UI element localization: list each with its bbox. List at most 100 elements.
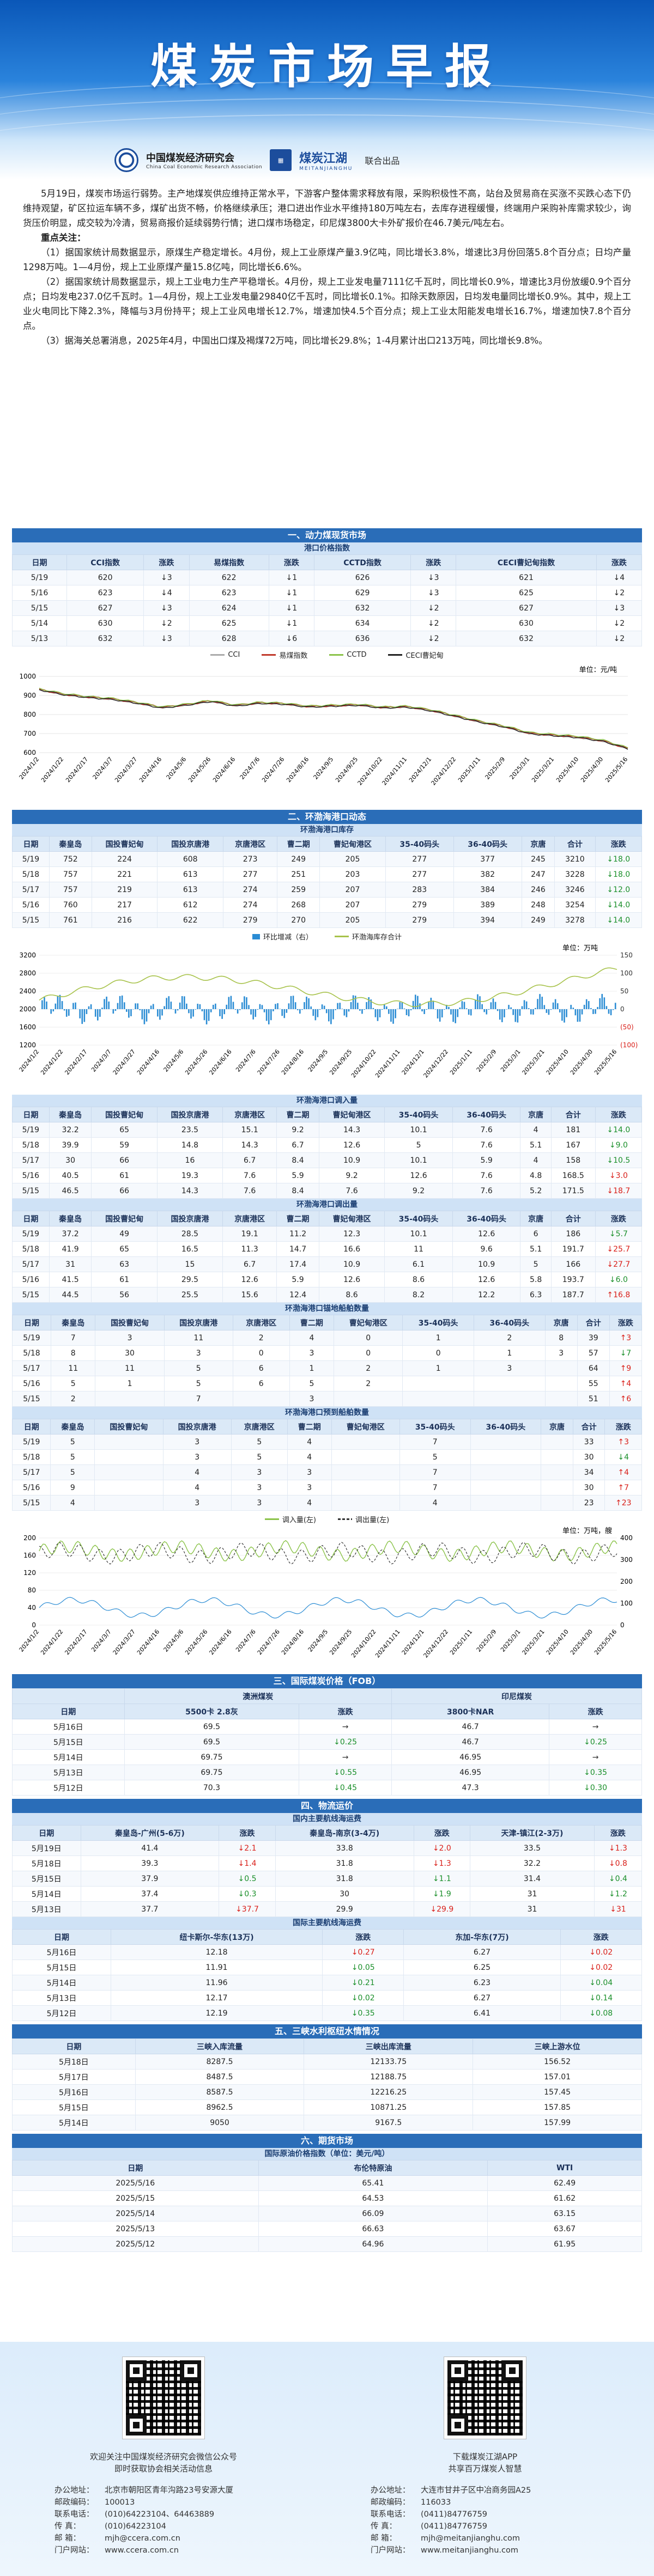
- y-tick-label: 600: [23, 749, 36, 756]
- change-bar: [517, 1009, 519, 1023]
- change-bar: [192, 1009, 194, 1017]
- table-cell: 10.9: [318, 1152, 385, 1168]
- table-cell: 10.9: [452, 1256, 521, 1272]
- change-bar: [419, 1003, 421, 1009]
- table-cell: 34: [572, 1464, 605, 1480]
- table-cell: 12133.75: [304, 2054, 474, 2070]
- caption-line: 共享百万煤炭人智慧: [448, 2464, 522, 2474]
- contact-value: 100013: [105, 2498, 135, 2507]
- table-cell: 5月15日: [12, 1871, 81, 1887]
- column-header: 涨跌: [549, 1704, 642, 1719]
- y-tick-label: 2000: [19, 1005, 36, 1013]
- change-bar: [361, 1009, 363, 1014]
- change-bar: [57, 996, 59, 1009]
- change-bar: [581, 1009, 583, 1015]
- change-bar: [554, 999, 556, 1009]
- change-cell: ↓0.14: [560, 1990, 643, 2006]
- table-cell: 5/15: [12, 1183, 50, 1199]
- caption-line: 下载煤炭江湖APP: [452, 2452, 518, 2462]
- change-bar: [528, 1008, 530, 1009]
- change-bar: [388, 1009, 390, 1014]
- change-bar: [117, 1003, 119, 1009]
- table-row: 5/15 761 216 622 279 270 205 279 394 249 3278 ↓14.0: [12, 912, 643, 928]
- unit-label: 单位：万吨，艘: [562, 1527, 612, 1535]
- table-cell: 5月15日: [12, 2099, 136, 2115]
- change-bar: [608, 1009, 610, 1014]
- table-cell: 277: [385, 866, 454, 882]
- column-header: 天津-镇江(2-3万): [470, 1825, 595, 1841]
- change-bar: [496, 1009, 499, 1011]
- table-cell: 7: [50, 1330, 96, 1346]
- x-tick-label: 2024/1/2: [18, 1048, 41, 1073]
- x-tick-label: 2024/1/2: [18, 756, 41, 781]
- change-bar: [383, 1004, 385, 1009]
- column-header: 日期: [12, 2038, 136, 2054]
- table-cell: 12.17: [111, 1990, 323, 2006]
- column-header: 京唐港区: [231, 1419, 288, 1434]
- table-cell: 5/17: [12, 882, 50, 898]
- table-cell: 5月18日: [12, 2054, 136, 2070]
- port-index-table: 日期 CCI指数 涨跌 易煤指数 涨跌 CCTD指数 涨跌 CECI曹妃甸指数 涨跌 5/19 62…: [11, 554, 643, 646]
- change-bar: [261, 1005, 263, 1009]
- table-cell: 207: [319, 897, 386, 913]
- column-header: 日期: [12, 1704, 125, 1719]
- table-cell: 5/16: [12, 897, 50, 913]
- table-cell: 377: [453, 851, 522, 867]
- table-row: 5月18日 39.3 ↓1.4 31.8 ↓1.3 32.2 ↓0.8: [12, 1855, 643, 1871]
- table-cell: 270: [277, 912, 320, 928]
- change-bar: [574, 1009, 577, 1016]
- change-bar: [605, 1006, 608, 1009]
- table-cell: 0: [232, 1345, 290, 1361]
- change-bar: [428, 1002, 430, 1009]
- sub-title: 港口价格指数: [12, 542, 642, 554]
- contact-value[interactable]: www.ccera.com.cn: [105, 2546, 179, 2555]
- change-bar: [335, 1009, 336, 1010]
- contact-label: 门户网站：: [55, 2546, 94, 2555]
- column-header: CECI曹妃甸指数: [456, 554, 597, 570]
- x-tick-label: 2025/4/10: [545, 1628, 570, 1657]
- change-bar: [186, 1003, 187, 1009]
- column-header: 三峡入库流量: [135, 2038, 305, 2054]
- ships-line: [39, 1597, 617, 1619]
- table-cell: 634: [313, 615, 411, 631]
- change-bar: [252, 1009, 254, 1020]
- column-header: 京唐: [541, 1419, 573, 1434]
- change-bar: [174, 1009, 177, 1014]
- contact-value[interactable]: mjh@ccera.com.cn: [105, 2534, 180, 2543]
- x-tick-label: 2024/3/7: [90, 1048, 113, 1073]
- change-bar: [114, 1009, 117, 1011]
- table-cell: [541, 1480, 573, 1495]
- change-cell: ↓3: [596, 600, 643, 616]
- change-cell: ↓4: [143, 585, 190, 601]
- contact-value[interactable]: www.meitanjianghu.com: [421, 2546, 518, 2555]
- change-bar: [314, 1009, 317, 1021]
- table-cell: 62.49: [487, 2175, 642, 2191]
- y-tick-label: 160: [23, 1552, 36, 1559]
- table-cell: 630: [456, 615, 597, 631]
- change-bar: [72, 1003, 74, 1009]
- column-header: 日期: [12, 1315, 51, 1330]
- table-row: 5/19 620 ↓3 622 ↓1 626 ↓3 621 ↓4: [11, 570, 643, 585]
- change-bar: [541, 997, 543, 1009]
- table-cell: 10.1: [384, 1122, 453, 1138]
- y-tick-label: 2800: [19, 969, 36, 977]
- ccera-qr-code-icon[interactable]: [122, 2357, 205, 2439]
- change-bar: [415, 994, 416, 1009]
- change-bar: [530, 1009, 532, 1015]
- contact-value[interactable]: mjh@meitanjianghu.com: [421, 2534, 520, 2543]
- column-header: 国投京唐港: [156, 1107, 223, 1122]
- chart-legend: 环比增减（右） 环渤海库存合计: [12, 928, 642, 942]
- unit-label: 单位：元/吨: [579, 666, 617, 674]
- x-tick-label: 2024/12/1: [401, 1048, 426, 1077]
- table-cell: 64.96: [258, 2236, 488, 2252]
- change-cell: ↑23: [604, 1495, 642, 1511]
- port-outflow-table: 日期 秦皇岛 国投曹妃甸 国投京唐港 京唐港区 曹二期 曹妃甸港区 35-40码头 36-40码…: [12, 1211, 643, 1303]
- table-cell: 12.6: [318, 1137, 385, 1153]
- change-bar: [65, 1009, 68, 1017]
- app-qr-code-icon[interactable]: [444, 2357, 526, 2439]
- table-cell: 40.5: [49, 1168, 92, 1183]
- column-header: 涨跌: [594, 1825, 643, 1841]
- table-cell: 629: [313, 585, 411, 601]
- table-cell: 620: [66, 570, 144, 585]
- table-cell: 5/17: [12, 1152, 50, 1168]
